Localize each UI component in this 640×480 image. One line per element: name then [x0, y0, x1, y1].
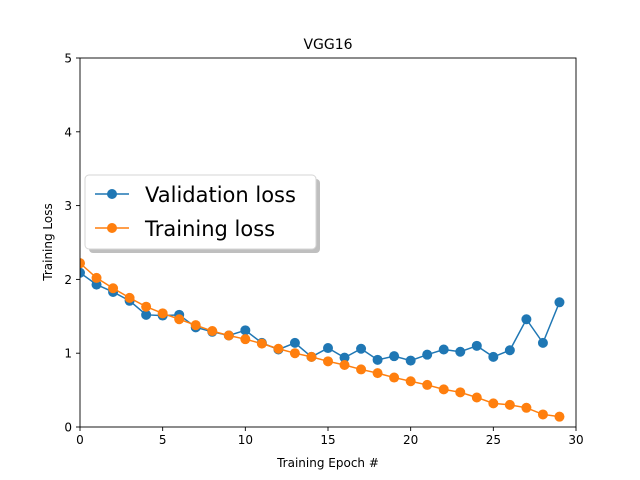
legend-training-marker — [107, 223, 117, 233]
x-axis-ticks: 0 5 10 15 20 25 30 — [76, 427, 584, 447]
series-0-point — [537, 337, 548, 348]
series-1-point — [124, 292, 135, 303]
x-tick-label: 10 — [238, 433, 253, 447]
series-0-point — [339, 352, 350, 363]
series-1-point — [289, 348, 300, 359]
series-1-point — [438, 384, 449, 395]
y-tick-label: 4 — [64, 125, 72, 139]
x-axis-label: Training Epoch # — [276, 456, 379, 470]
x-tick-label: 20 — [403, 433, 418, 447]
x-tick-label: 5 — [159, 433, 167, 447]
series-1-point — [190, 320, 201, 331]
y-axis-label: Training Loss — [41, 203, 55, 281]
x-tick-label: 15 — [320, 433, 335, 447]
series-1-point — [223, 330, 234, 341]
chart-title: VGG16 — [303, 37, 352, 53]
series-1-point — [405, 376, 416, 387]
series-1-point — [108, 283, 119, 294]
series-0-point — [141, 309, 152, 320]
series-1-point — [356, 364, 367, 375]
series-0-point — [521, 314, 532, 325]
series-1-point — [372, 368, 383, 379]
series-1-point — [537, 409, 548, 420]
series-0-point — [422, 349, 433, 360]
series-1-point — [488, 398, 499, 409]
legend-training-label: Training loss — [144, 217, 275, 241]
series-0-point — [289, 337, 300, 348]
legend-validation-label: Validation loss — [145, 183, 296, 207]
series-1-point — [240, 334, 251, 345]
series-1-point — [339, 360, 350, 371]
series-1-point — [157, 308, 168, 319]
series-0-point — [471, 340, 482, 351]
x-tick-label: 25 — [486, 433, 501, 447]
series-1-point — [422, 379, 433, 390]
series-1-point — [91, 272, 102, 283]
series-1-point — [256, 338, 267, 349]
series-0-point — [405, 355, 416, 366]
series-0-point — [240, 325, 251, 336]
y-tick-label: 5 — [64, 52, 72, 66]
series-1-point — [521, 402, 532, 413]
series-group — [80, 258, 565, 422]
series-0-point — [323, 343, 333, 354]
legend: Validation loss Training loss — [84, 174, 320, 253]
series-1-point — [141, 301, 152, 312]
series-1-point — [207, 326, 218, 337]
series-1-point — [80, 258, 85, 269]
series-1-point — [455, 387, 466, 398]
y-tick-label: 3 — [64, 199, 72, 213]
x-tick-label: 30 — [568, 433, 583, 447]
series-0-point — [488, 351, 499, 362]
legend-validation-marker — [107, 189, 117, 199]
series-0-point — [80, 267, 85, 278]
series-1-point — [504, 399, 515, 410]
series-1-point — [554, 411, 565, 422]
x-tick-label: 0 — [76, 433, 84, 447]
series-0-point — [356, 343, 367, 354]
series-1-point — [174, 314, 185, 325]
legend-box — [84, 174, 317, 250]
series-1-point — [273, 343, 284, 354]
series-0-point — [438, 344, 449, 355]
series-layer — [80, 258, 565, 422]
y-tick-label: 1 — [64, 347, 72, 361]
series-1-point — [306, 351, 317, 362]
series-1-point — [389, 372, 400, 383]
series-0-point — [455, 346, 466, 357]
y-tick-label: 0 — [64, 421, 72, 435]
series-1-point — [471, 392, 482, 403]
series-0-point — [389, 351, 400, 362]
series-0-point — [372, 354, 383, 365]
series-0-point — [554, 297, 565, 308]
series-0-point — [504, 345, 515, 356]
series-1-point — [323, 356, 333, 367]
y-axis-ticks: 0 1 2 3 4 5 — [64, 52, 80, 435]
y-tick-label: 2 — [64, 273, 72, 287]
